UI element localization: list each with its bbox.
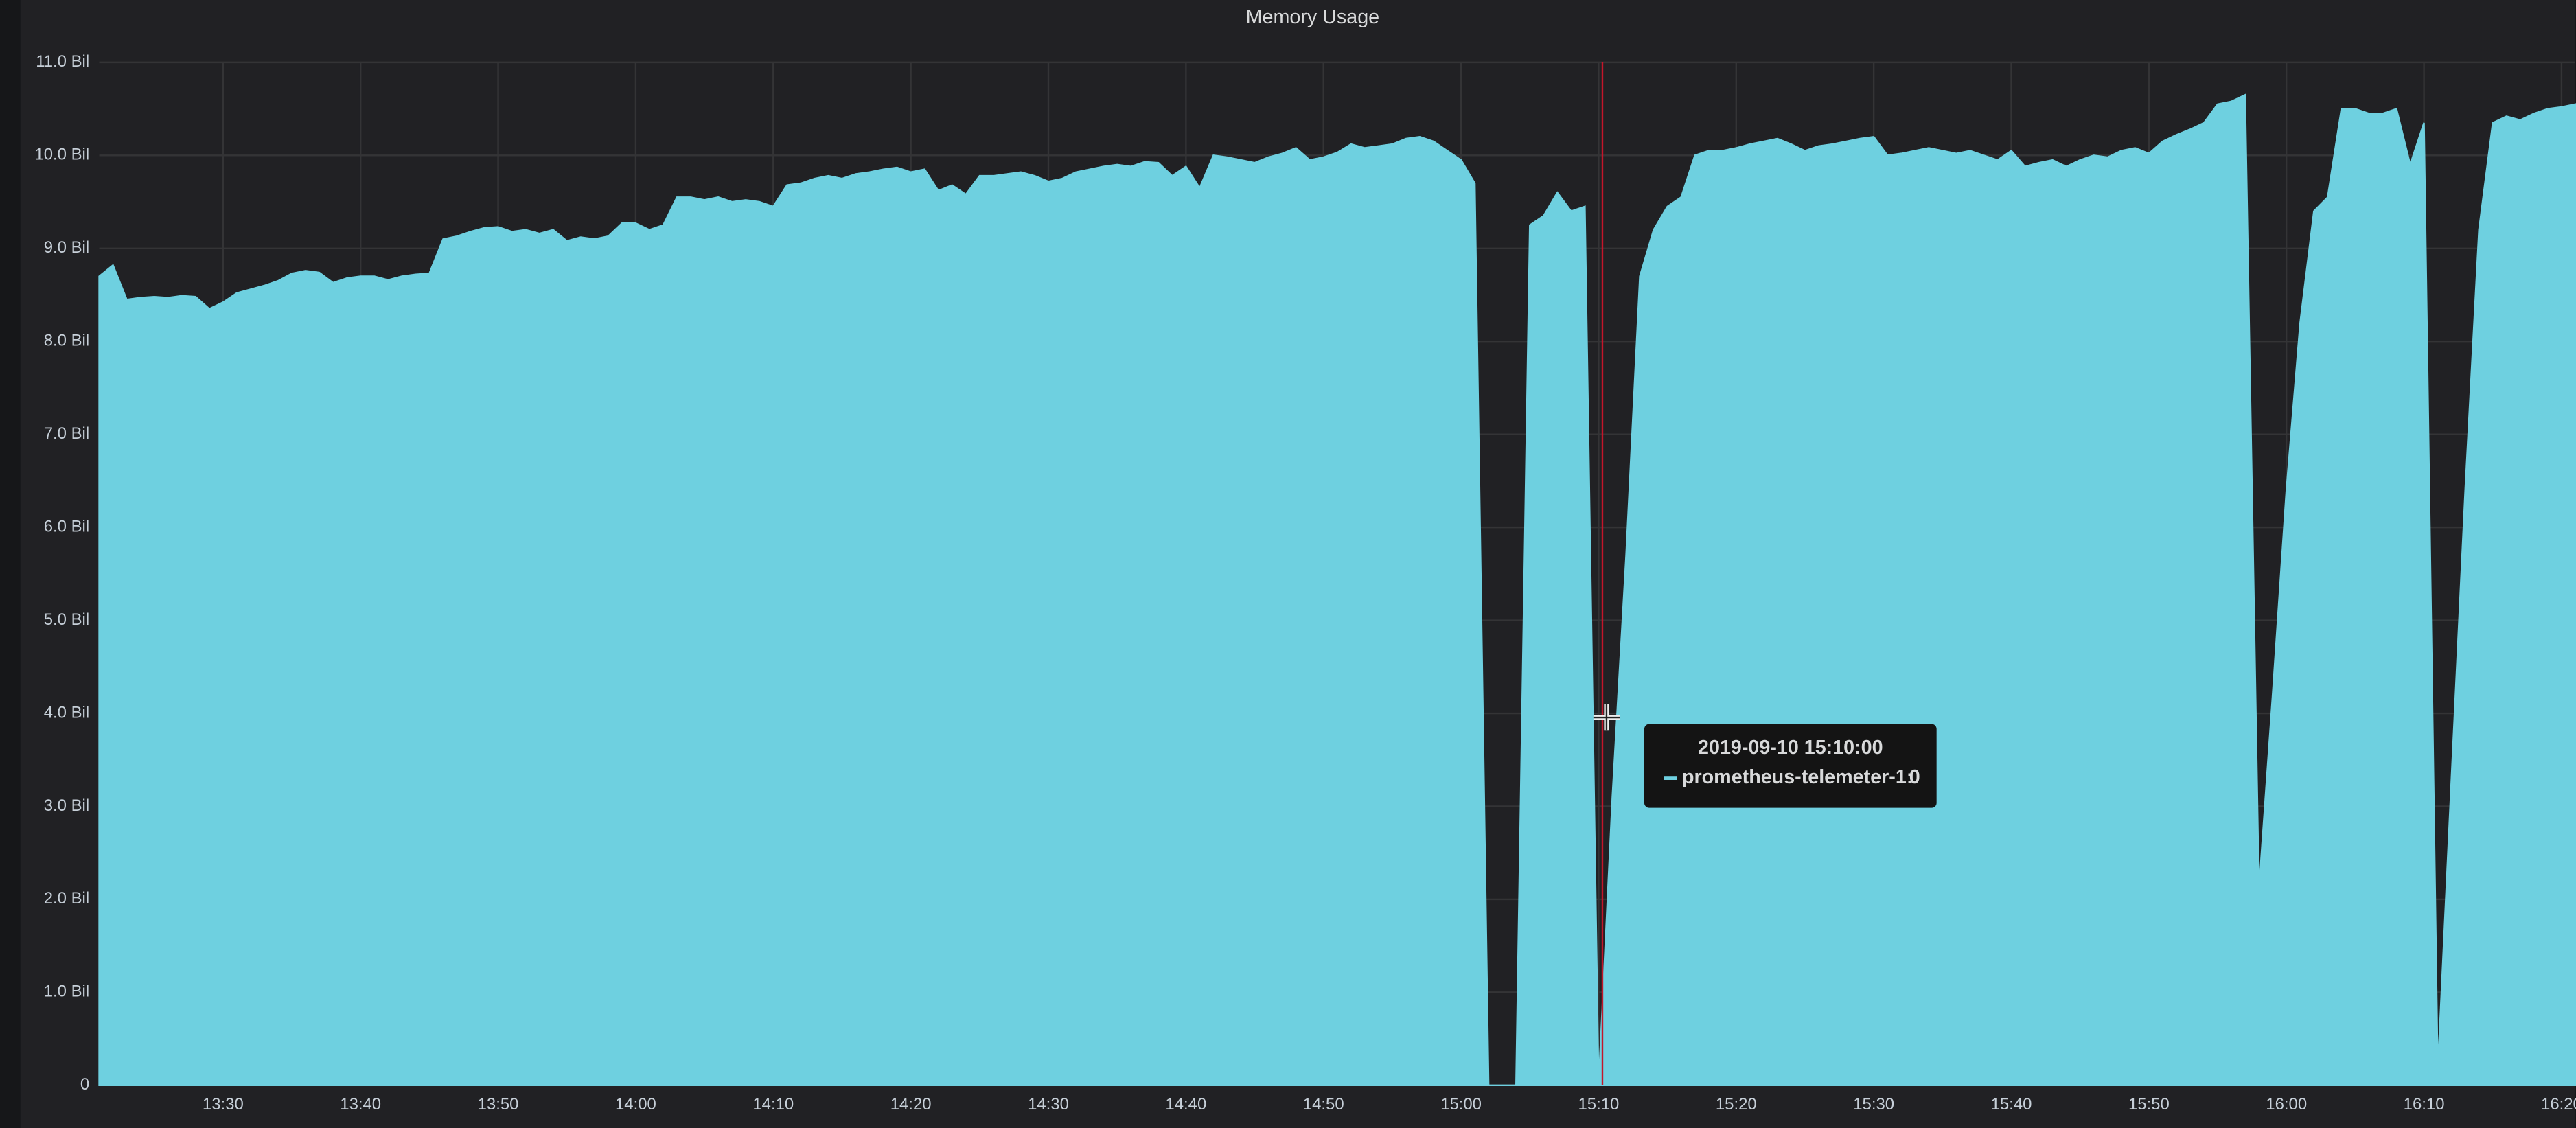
x-tick-label: 15:00 [1440, 1095, 1482, 1114]
x-tick-label: 15:40 [1991, 1095, 2032, 1114]
x-tick-label: 15:30 [1853, 1095, 1894, 1114]
y-tick-label: 0 [80, 1075, 89, 1094]
y-tick-label: 11.0 Bil [36, 52, 89, 71]
tooltip-swatch [1664, 776, 1677, 780]
y-tick-label: 7.0 Bil [44, 424, 89, 443]
x-tick-label: 13:40 [340, 1095, 381, 1114]
y-tick-label: 3.0 Bil [44, 796, 89, 815]
axes: 0 1.0 Bil 2.0 Bil 3.0 Bil 4.0 Bil 5.0 Bil 6.0 … [34, 52, 2576, 1114]
x-tick-label: 14:30 [1028, 1095, 1069, 1114]
y-tick-label: 9.0 Bil [44, 238, 89, 257]
x-tick-label: 14:00 [615, 1095, 656, 1114]
x-tick-label: 16:10 [2404, 1095, 2445, 1114]
x-tick-label: 13:50 [478, 1095, 519, 1114]
x-tick-label: 14:20 [890, 1095, 932, 1114]
tooltip-value: 0 [1909, 766, 1920, 788]
x-tick-label: 15:20 [1716, 1095, 1757, 1114]
y-tick-label: 6.0 Bil [44, 517, 89, 536]
y-tick-label: 1.0 Bil [44, 982, 89, 1001]
y-tick-label: 2.0 Bil [44, 889, 89, 908]
plot-area [98, 93, 2576, 1087]
tooltip-title: 2019-09-10 15:10:00 [1698, 737, 1883, 759]
x-tick-label: 15:10 [1578, 1095, 1620, 1114]
crosshair-cursor [1593, 704, 1620, 731]
y-tick-label: 8.0 Bil [44, 332, 89, 350]
tooltip: 2019-09-10 15:10:00 prometheus-telemeter… [1644, 724, 1937, 808]
x-tick-label: 13:30 [203, 1095, 244, 1114]
x-tick-label: 15:50 [2128, 1095, 2170, 1114]
x-tick-label: 14:50 [1303, 1095, 1344, 1114]
tooltip-series: prometheus-telemeter-1: [1682, 766, 1913, 788]
series-area [98, 93, 2576, 1087]
tooltip-box [1644, 724, 1937, 808]
panel-title[interactable]: Memory Usage [1246, 6, 1380, 28]
x-tick-label: 16:00 [2266, 1095, 2307, 1114]
x-tick-label: 14:10 [752, 1095, 794, 1114]
x-tick-label: 14:40 [1165, 1095, 1206, 1114]
y-tick-label: 10.0 Bil [34, 146, 89, 164]
x-tick-label: 16:20 [2541, 1095, 2576, 1114]
y-tick-label: 5.0 Bil [44, 610, 89, 629]
y-tick-label: 4.0 Bil [44, 703, 89, 722]
